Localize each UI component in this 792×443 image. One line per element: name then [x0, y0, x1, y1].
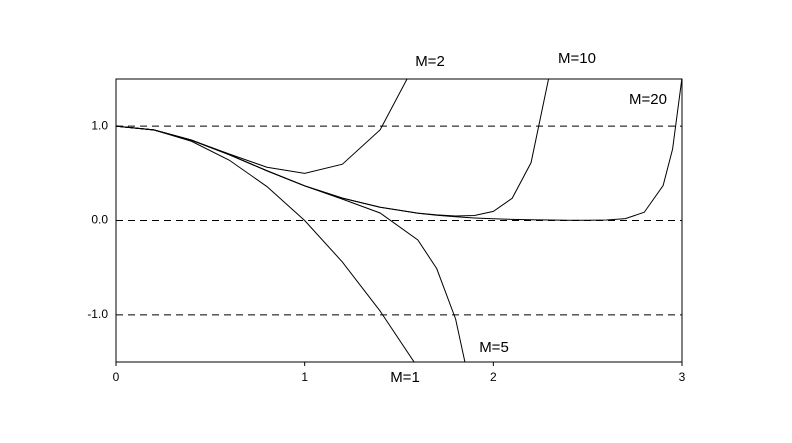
series-label: M=10 [558, 50, 596, 67]
curves [116, 79, 682, 362]
x-tick-label: 0 [113, 370, 120, 384]
series-line [116, 125, 466, 362]
series-line [116, 79, 682, 221]
x-tick-label: 3 [679, 370, 686, 384]
series-line [116, 79, 550, 217]
x-tick-label: 1 [301, 370, 308, 384]
y-tick-label: 0.0 [91, 213, 108, 227]
y-tick-label: -1.0 [87, 307, 108, 321]
series-label: M=2 [415, 53, 445, 70]
y-tick-label: 1.0 [91, 118, 108, 132]
series-line [116, 79, 408, 174]
series-label: M=5 [479, 339, 509, 356]
series-label: M=20 [629, 91, 667, 108]
series-label: M=1 [390, 369, 420, 386]
x-tick-label: 2 [490, 370, 497, 384]
series-line [116, 125, 415, 362]
